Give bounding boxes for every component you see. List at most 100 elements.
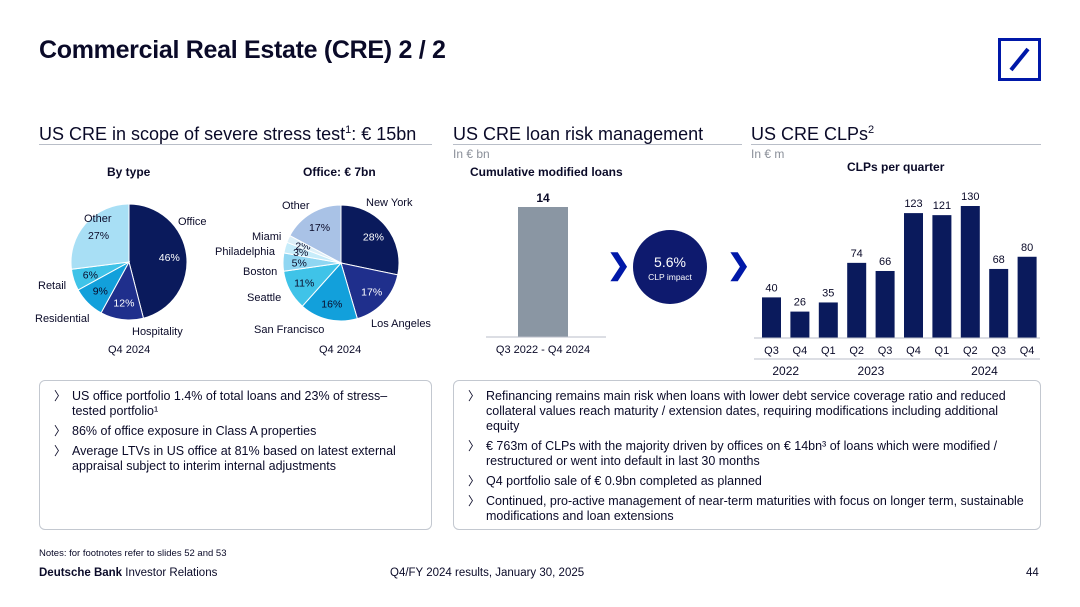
chevron-right-icon: ❯ xyxy=(727,249,751,280)
bar-value-label: 121 xyxy=(933,200,951,212)
bar xyxy=(762,297,781,338)
list-item: 〉 Continued, pro-active management of nea… xyxy=(468,494,1024,523)
clp-impact-label: CLP impact xyxy=(648,272,692,282)
bar xyxy=(904,213,923,338)
x-tick-label: Q3 2022 - Q4 2024 xyxy=(496,344,590,356)
x-tick-label: Q1 xyxy=(935,345,950,357)
pie-legend-seattle: Seattle xyxy=(247,292,281,304)
pie-office-title: Office: € 7bn xyxy=(303,165,376,179)
pie-legend-other: Other xyxy=(282,200,310,212)
year-label: 2022 xyxy=(772,364,799,378)
pie-slice xyxy=(301,261,358,322)
pie-legend-philadelphia: Philadelphia xyxy=(215,246,276,258)
section-stress-title: US CRE in scope of severe stress test1: … xyxy=(39,124,417,144)
pie-legend-office: Office xyxy=(178,216,207,228)
chart-modified-loans-title: Cumulative modified loans xyxy=(470,165,623,179)
bar-value-label: 123 xyxy=(904,198,922,210)
list-item: 〉 € 763m of CLPs with the majority driven… xyxy=(468,439,998,468)
divider xyxy=(453,144,742,145)
list-item: 〉 86% of office exposure in Class A prope… xyxy=(54,424,317,438)
deutsche-bank-logo-icon xyxy=(998,38,1041,81)
pie-slice-label: 17% xyxy=(361,286,382,298)
pie-by-type: 46% 12% 9% 6% 27% Other Office Retail Reside… xyxy=(35,203,207,338)
pie-legend-hospitality: Hospitality xyxy=(132,326,183,338)
pie-slice xyxy=(289,204,342,264)
pie-legend-new-york: New York xyxy=(366,197,413,209)
pie-legend-san-francisco: San Francisco xyxy=(254,324,324,336)
pie-slice-label: 6% xyxy=(83,270,98,282)
bullet-chevron-icon: 〉 xyxy=(468,389,481,403)
pie-slice-label: 3% xyxy=(293,247,308,259)
bar xyxy=(790,311,810,338)
page-title: Commercial Real Estate (CRE) 2 / 2 xyxy=(39,36,446,64)
pie-slice-label: 12% xyxy=(113,297,134,309)
year-label: 2024 xyxy=(971,364,998,378)
divider xyxy=(751,144,1041,145)
x-tick-label: Q3 xyxy=(764,345,779,357)
bar-value-label: 80 xyxy=(1021,242,1033,254)
x-tick-label: Q4 xyxy=(793,345,808,357)
risk-unit: In € bn xyxy=(453,147,490,161)
chart-clps-title: CLPs per quarter xyxy=(847,160,945,174)
x-tick-label: Q3 xyxy=(991,345,1006,357)
bar xyxy=(960,206,980,338)
pie-slice-label: 17% xyxy=(309,222,330,234)
bullet-chevron-icon: 〉 xyxy=(468,494,481,508)
chart-modified-loans: 14 Q3 2022 - Q4 2024 xyxy=(486,191,606,356)
pie-slice xyxy=(70,203,130,270)
bar xyxy=(1017,256,1037,338)
clp-impact-badge: 5.6% CLP impact xyxy=(633,230,707,304)
pie-legend-miami: Miami xyxy=(252,231,281,243)
bar-value-label: 35 xyxy=(822,287,834,299)
bar xyxy=(875,270,895,338)
pie-by-type-date: Q4 2024 xyxy=(108,344,151,356)
divider xyxy=(39,144,432,145)
chart-clps: 40 Q3 26 Q4 35 Q1 74 Q2 66 Q3 123 Q4 121 Q1 130 Q2 68 Q3 8… xyxy=(754,191,1040,378)
pie-office-date: Q4 2024 xyxy=(319,344,362,356)
pie-slice-label: 5% xyxy=(292,257,307,269)
pie-slice xyxy=(340,204,400,276)
risk-bullet-list: 〉 Refinancing remains main risk when loan… xyxy=(466,389,1030,524)
pie-slice-label: 46% xyxy=(159,252,180,264)
pie-legend-residential: Residential xyxy=(35,313,89,325)
pie-slice-label: 28% xyxy=(363,232,384,244)
bar xyxy=(989,268,1009,338)
footnote: Notes: for footnotes refer to slides 52 … xyxy=(39,548,227,559)
bar-value-label: 26 xyxy=(794,297,806,309)
bar-value-label: 40 xyxy=(765,282,777,294)
pie-slice-label: 16% xyxy=(321,299,342,311)
list-item: 〉 Q4 portfolio sale of € 0.9bn completed … xyxy=(468,474,762,488)
risk-bullets-box: 〉 Refinancing remains main risk when loan… xyxy=(453,380,1041,530)
pie-legend-retail: Retail xyxy=(38,280,66,292)
bar xyxy=(847,262,867,338)
pie-office: 28%17%16%11%5%3%2%17% Other New York Mia… xyxy=(215,197,431,336)
footer-event: Q4/FY 2024 results, January 30, 2025 xyxy=(390,567,585,579)
section-risk-title: US CRE loan risk management xyxy=(453,124,704,144)
x-tick-label: Q2 xyxy=(963,345,978,357)
list-item: 〉 US office portfolio 1.4% of total loans… xyxy=(54,389,388,418)
bar-value-label: 74 xyxy=(851,248,863,260)
list-item: 〉 Average LTVs in US office at 81% based … xyxy=(54,444,396,473)
stress-bullet-list: 〉 US office portfolio 1.4% of total loans… xyxy=(52,389,421,474)
pie-slice xyxy=(128,203,188,319)
footer-brand: Deutsche Bank Investor Relations xyxy=(39,567,218,579)
bar-value-label: 66 xyxy=(879,256,891,268)
pie-slice-label: 11% xyxy=(294,278,314,290)
stress-bullets-box: 〉 US office portfolio 1.4% of total loans… xyxy=(39,380,432,530)
bullet-chevron-icon: 〉 xyxy=(468,439,481,453)
bar-value-label: 14 xyxy=(536,191,550,205)
bullet-chevron-icon: 〉 xyxy=(54,444,67,458)
x-tick-label: Q2 xyxy=(849,345,864,357)
clp-impact-value: 5.6% xyxy=(654,254,686,270)
bar xyxy=(518,207,568,337)
year-label: 2023 xyxy=(858,364,885,378)
bar xyxy=(818,302,838,338)
x-tick-label: Q4 xyxy=(1020,345,1035,357)
x-tick-label: Q3 xyxy=(878,345,893,357)
pie-slice xyxy=(340,262,399,320)
list-item: 〉 Refinancing remains main risk when loan… xyxy=(468,389,1006,433)
section-clps-title: US CRE CLPs2 xyxy=(751,124,875,144)
x-tick-label: Q1 xyxy=(821,345,836,357)
x-tick-label: Q4 xyxy=(906,345,921,357)
page-number: 44 xyxy=(1026,567,1039,579)
